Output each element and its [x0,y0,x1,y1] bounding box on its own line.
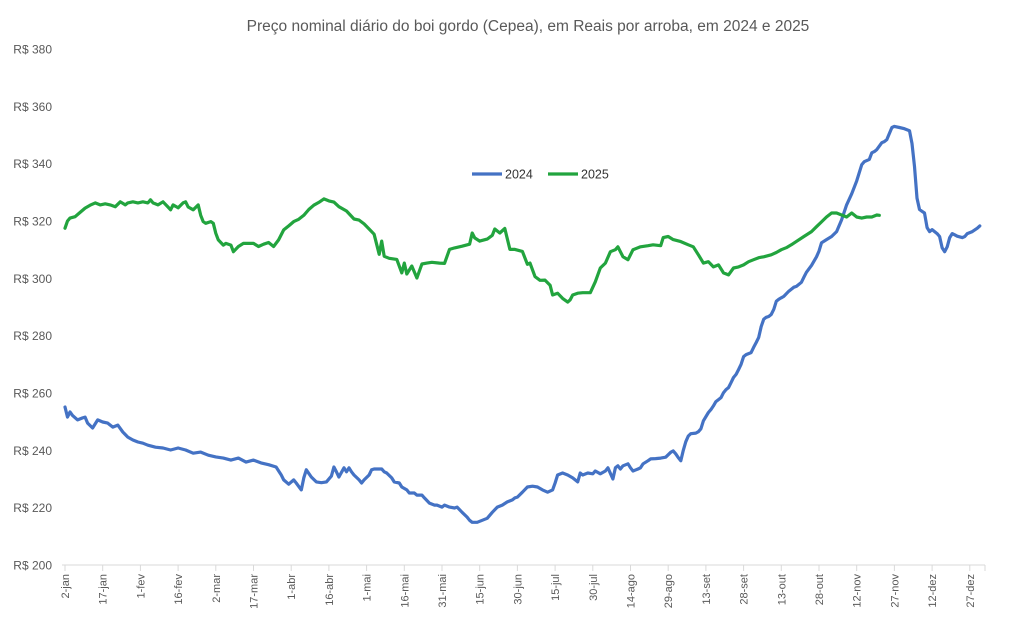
series-line-2024 [63,124,982,524]
y-axis-label: R$ 280 [13,329,52,343]
x-axis-label: 17-jan [98,574,110,605]
x-axis-label: 27-nov [889,574,901,608]
x-axis-label: 13-out [776,574,788,605]
x-axis-label: 14-ago [625,574,637,608]
x-axis-label: 16-mai [399,574,411,608]
x-axis-label: 13-set [701,574,713,605]
x-axis-label: 1-mai [362,574,374,602]
x-axis-label: 30-jul [588,574,600,601]
x-axis-label: 29-ago [663,574,675,608]
x-axis-label: 2-mar [211,574,223,603]
x-axis-label: 12-nov [852,574,864,608]
x-axis-label: 16-abr [324,574,336,606]
x-axis-label: 15-jul [550,574,562,601]
plot-area: R$ 380 R$ 360 R$ 340 R$ 320 R$ 300 R$ 280 R$ 2… [13,42,986,609]
y-axis-label: R$ 240 [13,444,52,458]
x-axis-label: 1-abr [286,574,298,600]
y-axis-label: R$ 260 [13,386,52,400]
x-axis-label: 17-mar [248,574,260,609]
x-axis-label: 1-fev [135,574,147,599]
legend-label-2024: 2024 [505,168,533,182]
x-axis-label: 2-jan [60,574,72,598]
y-axis-label: R$ 360 [13,100,52,114]
x-axis-label: 28-set [739,574,751,605]
chart-title: Preço nominal diário do boi gordo (Cepea… [247,18,810,35]
x-axis-label: 12-dez [927,574,939,608]
x-axis-label: 27-dez [965,574,977,608]
legend-label-2025: 2025 [581,168,609,182]
x-axis-label: 31-mai [437,574,449,608]
y-axis-label: R$ 220 [13,501,52,515]
x-axis-label: 28-out [814,574,826,605]
x-axis-label: 16-fev [173,574,185,605]
y-axis-label: R$ 380 [13,42,52,56]
y-axis-label: R$ 200 [13,559,52,573]
x-axis-label: 15-jun [475,574,487,605]
y-axis-label: R$ 340 [13,157,52,171]
y-axis-label: R$ 320 [13,214,52,228]
series-line-2025 [63,197,881,304]
y-axis-label: R$ 300 [13,272,52,286]
x-axis-label: 30-jun [512,574,524,605]
